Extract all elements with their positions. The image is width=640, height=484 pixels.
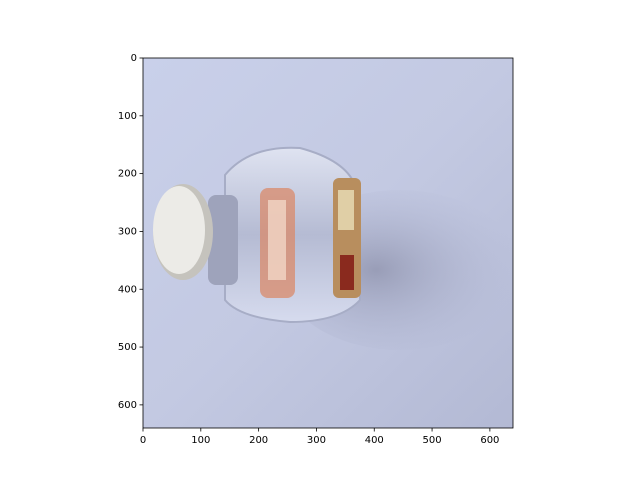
x-tick-label: 500 (423, 435, 442, 446)
y-tick-label: 100 (118, 111, 137, 122)
x-tick-label: 300 (307, 435, 326, 446)
axes-frame (142, 57, 514, 429)
y-tick-label: 400 (118, 284, 137, 295)
x-tick-label: 100 (191, 435, 210, 446)
x-tick-label: 200 (249, 435, 268, 446)
x-tick-label: 600 (480, 435, 499, 446)
x-tick-label: 0 (140, 435, 146, 446)
y-tick-label: 0 (131, 53, 137, 64)
y-tick-label: 200 (118, 169, 137, 180)
photo (143, 58, 513, 428)
y-tick-label: 600 (118, 400, 137, 411)
x-tick-label: 400 (365, 435, 384, 446)
y-tick-label: 500 (118, 342, 137, 353)
y-tick-label: 300 (118, 226, 137, 237)
